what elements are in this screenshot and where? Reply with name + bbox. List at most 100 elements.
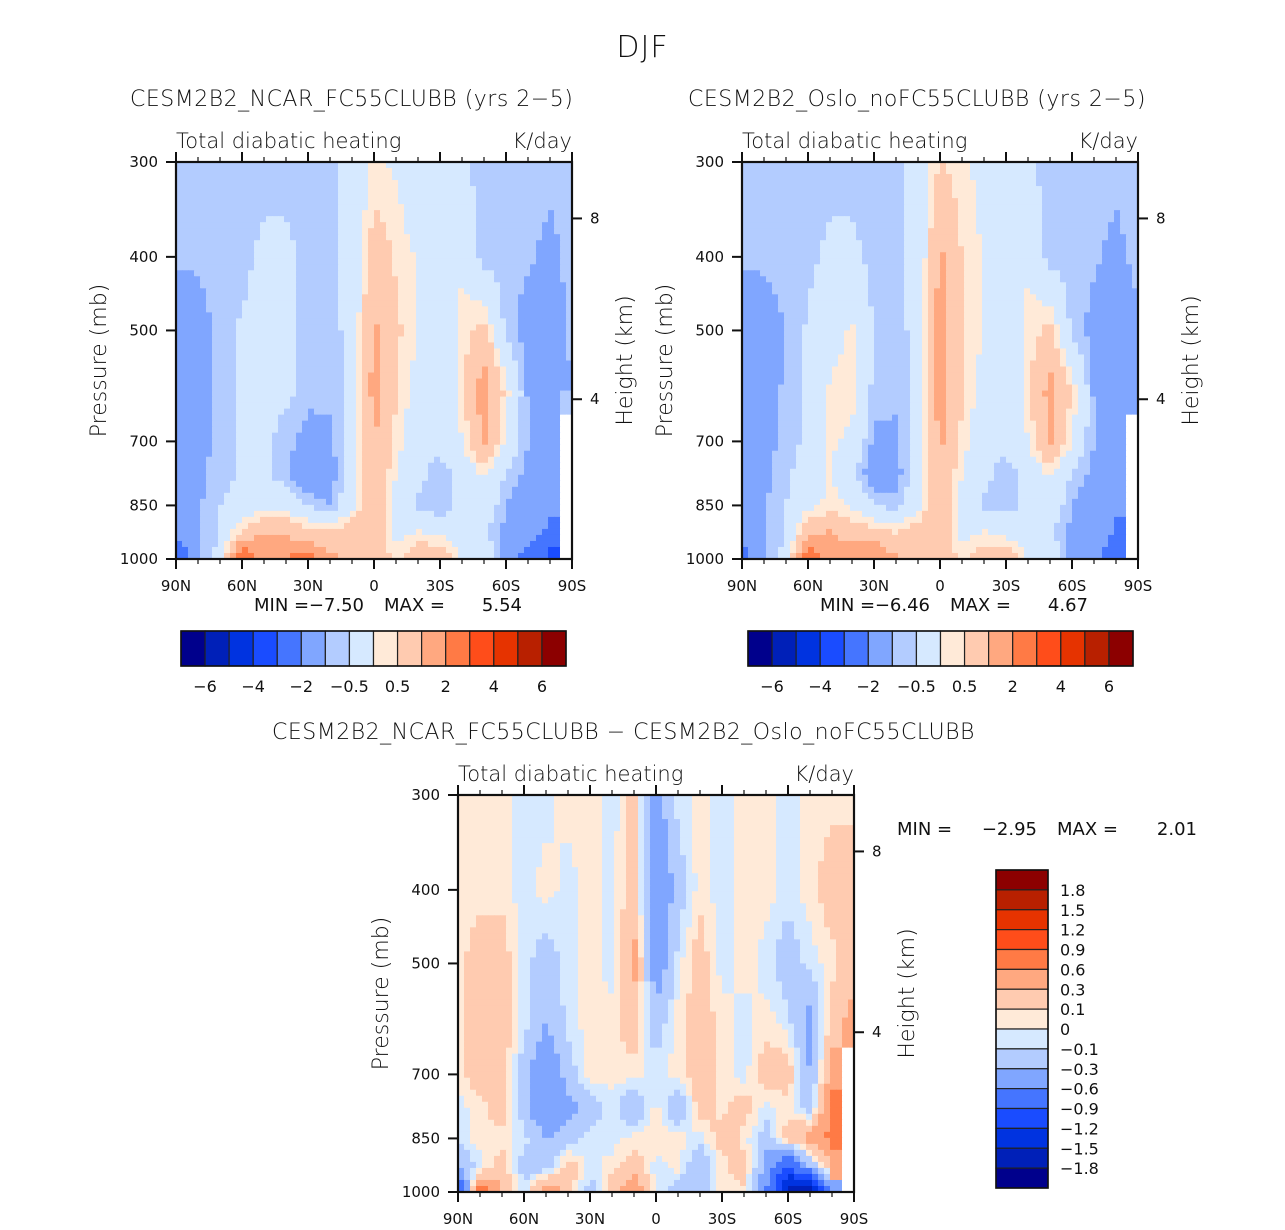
contour-cell	[242, 336, 249, 344]
contour-cell	[464, 354, 471, 362]
contour-cell	[440, 444, 447, 452]
contour-cell	[212, 474, 219, 482]
contour-cell	[1048, 198, 1055, 205]
contour-cell	[482, 330, 489, 338]
contour-cell	[530, 270, 537, 277]
contour-cell	[470, 240, 477, 247]
contour-cell	[1120, 186, 1127, 193]
contour-cell	[410, 378, 417, 386]
contour-cell	[290, 342, 297, 350]
contour-cell	[284, 522, 291, 530]
contour-cell	[314, 510, 321, 518]
contour-cell	[374, 480, 381, 488]
colorbar-box	[204, 630, 230, 667]
contour-cell	[518, 402, 525, 410]
contour-cell	[350, 240, 357, 247]
contour-cell	[410, 498, 417, 506]
contour-cell	[278, 534, 285, 542]
contour-cell	[500, 468, 507, 476]
contour-cell	[982, 168, 989, 175]
contour-cell	[248, 534, 255, 542]
contour-cell	[296, 312, 303, 319]
contour-cell	[266, 486, 273, 494]
contour-cell	[506, 264, 513, 271]
contour-cell	[362, 348, 369, 356]
contour-cell	[296, 234, 303, 241]
contour-cell	[326, 204, 333, 211]
contour-cell	[1048, 204, 1055, 211]
contour-cell	[320, 420, 327, 428]
contour-cell	[1042, 162, 1049, 169]
contour-cell	[446, 372, 453, 380]
contour-cell	[362, 480, 369, 488]
contour-cell	[212, 258, 219, 265]
contour-cell	[542, 522, 549, 530]
contour-cell	[356, 246, 363, 253]
contour-cell	[506, 486, 513, 494]
contour-cell	[1042, 204, 1049, 211]
contour-cell	[536, 408, 543, 416]
contour-cell	[236, 522, 243, 530]
contour-cell	[284, 528, 291, 536]
contour-cell	[482, 276, 489, 283]
contour-cell	[338, 198, 345, 205]
contour-cell	[338, 504, 345, 512]
contour-cell	[260, 276, 267, 283]
contour-cell	[410, 438, 417, 446]
contour-cell	[206, 306, 213, 313]
contour-cell	[524, 300, 531, 307]
contour-cell	[458, 444, 465, 452]
contour-cell	[398, 516, 405, 524]
contour-cell	[458, 522, 465, 530]
contour-cell	[554, 204, 561, 211]
contour-cell	[796, 186, 803, 193]
contour-cell	[898, 204, 905, 211]
contour-cell	[856, 174, 863, 181]
contour-cell	[236, 528, 243, 536]
contour-cell	[182, 192, 189, 199]
contour-cell	[296, 384, 303, 392]
contour-cell	[410, 168, 417, 175]
contour-cell	[230, 258, 237, 265]
contour-cell	[766, 162, 773, 169]
contour-cell	[380, 444, 387, 452]
contour-cell	[988, 204, 995, 211]
contour-cell	[560, 426, 567, 434]
contour-cell	[314, 468, 321, 476]
contour-cell	[536, 246, 543, 253]
contour-cell	[416, 462, 423, 470]
contour-cell	[314, 204, 321, 211]
contour-cell	[482, 444, 489, 452]
contour-cell	[356, 264, 363, 271]
contour-cell	[488, 528, 495, 536]
contour-cell	[542, 258, 549, 265]
contour-cell	[230, 510, 237, 518]
contour-cell	[470, 330, 477, 338]
contour-cell	[296, 282, 303, 289]
contour-cell	[506, 492, 513, 500]
contour-cell	[284, 342, 291, 350]
contour-cell	[548, 432, 555, 440]
contour-cell	[314, 294, 321, 301]
contour-cell	[506, 318, 513, 326]
contour-cell	[482, 396, 489, 404]
contour-cell	[308, 462, 315, 470]
contour-cell	[566, 282, 573, 289]
contour-cell	[344, 318, 351, 326]
contour-cell	[230, 480, 237, 488]
contour-cell	[772, 168, 779, 175]
contour-cell	[530, 468, 537, 476]
contour-cell	[434, 468, 441, 476]
contour-cell	[566, 504, 573, 512]
contour-cell	[344, 540, 351, 548]
contour-cell	[332, 312, 339, 319]
contour-cell	[416, 504, 423, 512]
contour-cell	[488, 486, 495, 494]
contour-cell	[188, 306, 195, 313]
contour-cell	[242, 264, 249, 271]
contour-cell	[356, 210, 363, 217]
contour-cell	[512, 360, 519, 368]
contour-cell	[278, 264, 285, 271]
contour-cell	[248, 282, 255, 289]
contour-cell	[476, 378, 483, 386]
